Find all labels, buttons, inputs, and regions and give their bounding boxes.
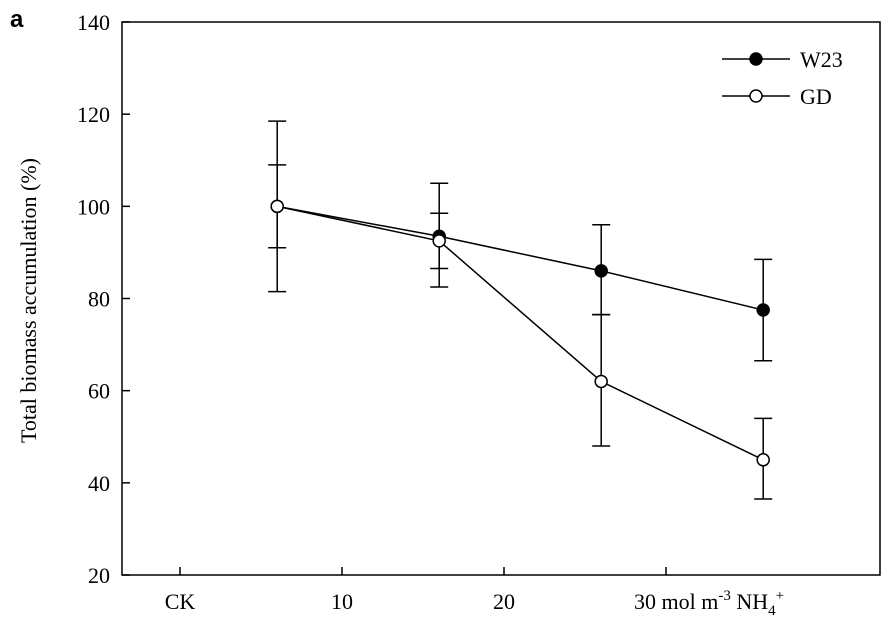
legend-label: W23	[800, 47, 843, 72]
legend-label: GD	[800, 84, 832, 109]
series-line	[277, 205, 764, 461]
data-point	[756, 303, 770, 317]
legend-marker	[749, 89, 763, 103]
x-ticks: CK 10 20 30 mol m-3 NH4+	[165, 567, 784, 619]
data-point	[594, 264, 608, 278]
legend: W23 GD	[722, 47, 843, 109]
x-tick-label: 20	[493, 589, 515, 614]
x-tick-label: CK	[165, 589, 196, 614]
data-point	[594, 374, 608, 389]
panel-label: a	[10, 6, 24, 33]
points-w23	[270, 199, 770, 317]
y-tick-label: 80	[88, 287, 110, 312]
plot-frame	[121, 21, 881, 576]
x-tick-label: 10	[331, 589, 353, 614]
y-axis-label: Total biomass accumulation (%)	[16, 158, 41, 443]
y-tick-label: 60	[88, 379, 110, 404]
points-gd	[270, 199, 770, 467]
y-tick-label: 140	[77, 10, 110, 35]
x-tick-label: 30 mol m-3 NH4+	[634, 588, 784, 619]
data-point	[270, 199, 284, 214]
legend-marker	[749, 52, 763, 66]
y-tick-label: 100	[77, 194, 110, 219]
series-line	[277, 205, 764, 311]
series-w23	[268, 164, 773, 362]
y-tick-label: 120	[77, 102, 110, 127]
axes	[121, 21, 881, 576]
data-point	[432, 234, 446, 248]
series-layer	[268, 120, 773, 500]
y-ticks: 20 40 60 80 100 120 140	[77, 10, 130, 588]
data-point	[756, 453, 770, 467]
series-gd	[268, 120, 773, 500]
y-tick-label: 40	[88, 471, 110, 496]
y-tick-label: 20	[88, 563, 110, 588]
